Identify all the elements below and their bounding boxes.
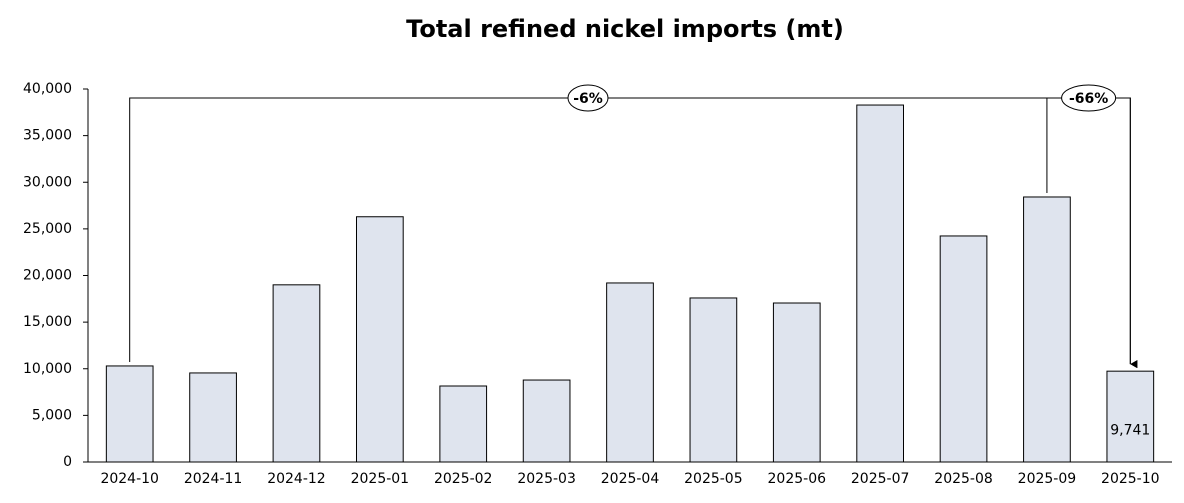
x-tick-label: 2025-02 — [434, 471, 493, 487]
y-tick-label: 30,000 — [23, 174, 72, 190]
value-label: 9,741 — [1110, 423, 1150, 439]
annotation-label: -6% — [573, 91, 603, 107]
bar — [689, 297, 738, 463]
y-tick-label: 40,000 — [23, 81, 72, 97]
bar — [439, 385, 488, 463]
annotation-label: -66% — [1069, 91, 1108, 107]
y-tick-label: 15,000 — [23, 314, 72, 330]
bar — [606, 282, 654, 463]
y-tick-label: 10,000 — [23, 361, 72, 377]
x-tick-label: 2025-10 — [1101, 471, 1160, 487]
y-tick-label: 25,000 — [23, 221, 72, 237]
bar — [1023, 196, 1071, 463]
y-tick-label: 35,000 — [23, 128, 72, 144]
x-tick-label: 2024-12 — [267, 471, 326, 487]
bar — [272, 284, 321, 463]
bar — [105, 365, 154, 463]
x-tick-label: 2025-01 — [351, 471, 410, 487]
x-tick-label: 2025-04 — [601, 471, 660, 487]
bar — [1106, 370, 1155, 463]
y-tick-label: 20,000 — [23, 268, 72, 284]
x-tick-label: 2024-10 — [100, 471, 159, 487]
bar — [522, 379, 571, 463]
y-tick-label: 5,000 — [32, 407, 72, 423]
bar — [772, 302, 821, 463]
x-tick-label: 2024-11 — [184, 471, 243, 487]
x-tick-label: 2025-08 — [934, 471, 993, 487]
x-tick-label: 2025-07 — [851, 471, 910, 487]
bar — [189, 372, 237, 463]
bar — [355, 216, 404, 463]
bar — [939, 235, 988, 463]
annotation-bubble — [567, 84, 609, 112]
x-tick-label: 2025-05 — [684, 471, 743, 487]
annotation-bubble — [1061, 84, 1117, 112]
x-tick-label: 2025-03 — [517, 471, 576, 487]
bar — [856, 104, 905, 463]
x-tick-label: 2025-09 — [1018, 471, 1077, 487]
y-tick-label: 0 — [63, 454, 72, 470]
chart-title: Total refined nickel imports (mt) — [406, 15, 844, 43]
x-tick-label: 2025-06 — [768, 471, 827, 487]
